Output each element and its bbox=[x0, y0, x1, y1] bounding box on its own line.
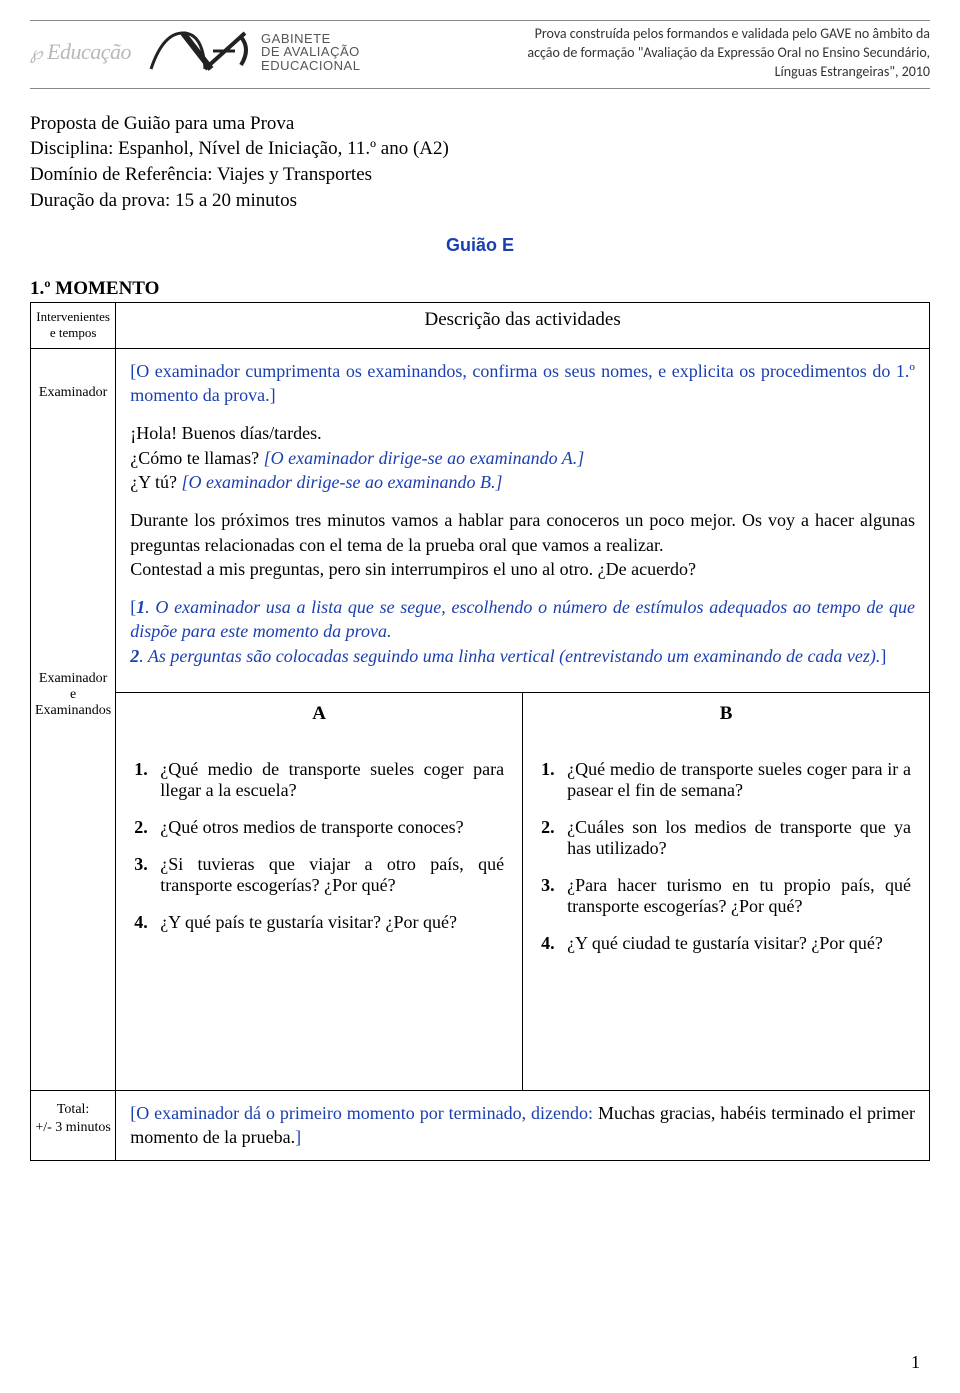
header-right-l3: Línguas Estrangeiras", 2010 bbox=[527, 63, 930, 82]
gave-line-3: EDUCACIONAL bbox=[261, 59, 360, 73]
meta-l3: Domínio de Referência: Viajes y Transpor… bbox=[30, 162, 930, 188]
qb-3: ¿Para hacer turismo en tu propio país, q… bbox=[567, 875, 911, 917]
contestad: Contestad a mis preguntas, pero sin inte… bbox=[130, 557, 915, 581]
list-item: 1.¿Qué medio de transporte sueles coger … bbox=[134, 759, 504, 801]
closing-desc: [O examinador dá o primeiro momento por … bbox=[116, 1091, 930, 1161]
hola: ¡Hola! Buenos días/tardes. bbox=[130, 421, 915, 445]
meta-l4: Duração da prova: 15 a 20 minutos bbox=[30, 188, 930, 214]
closing-bracket: ] bbox=[295, 1127, 301, 1147]
intro-open: [O examinador cumprimenta os examinandos… bbox=[130, 361, 915, 405]
logos: ℘ Educação GABINETE DE AVALIAÇÃO EDUCACI… bbox=[30, 25, 360, 79]
meta-l2: Disciplina: Espanhol, Nível de Iniciação… bbox=[30, 136, 930, 162]
closing-pre: [O examinador dá o primeiro momento por … bbox=[130, 1103, 593, 1123]
qb-list: 1.¿Qué medio de transporte sueles coger … bbox=[541, 759, 911, 954]
qb-4: ¿Y qué ciudad te gustaría visitar? ¿Por … bbox=[567, 933, 911, 954]
gave-text: GABINETE DE AVALIAÇÃO EDUCACIONAL bbox=[261, 32, 360, 73]
ytu-row: ¿Y tú? [O examinador dirige-se ao examin… bbox=[130, 470, 915, 494]
total-time: +/- 3 minutos bbox=[35, 1119, 111, 1137]
gave-line-1: GABINETE bbox=[261, 32, 360, 46]
como-dir: [O examinador dirige-se ao examinando A.… bbox=[264, 448, 585, 468]
examinador-label: Examinador bbox=[35, 385, 111, 401]
qb-1: ¿Qué medio de transporte sueles coger pa… bbox=[567, 759, 911, 801]
table-head-row: Intervenientes e tempos Descrição das ac… bbox=[31, 303, 930, 349]
me-logo-text: Educação bbox=[47, 39, 131, 64]
intro-left: Examinador Examinador e Examinandos bbox=[31, 348, 116, 753]
momento-label: 1.º MOMENTO bbox=[30, 278, 930, 300]
col-b-head: B bbox=[523, 693, 930, 754]
col-a-head: A bbox=[116, 693, 523, 754]
inst1: . O examinador usa a lista que se segue,… bbox=[145, 597, 860, 617]
list-item: 4.¿Y qué ciudad te gustaría visitar? ¿Po… bbox=[541, 933, 911, 954]
left-head: Intervenientes e tempos bbox=[31, 303, 116, 349]
meta-block: Proposta de Guião para uma Prova Discipl… bbox=[30, 111, 930, 214]
list-item: 3.¿Para hacer turismo en tu propio país,… bbox=[541, 875, 911, 917]
top-rule bbox=[30, 20, 930, 21]
inst2: . As perguntas são colocadas seguindo um… bbox=[139, 646, 880, 666]
header-right-l1: Prova construída pelos formandos e valid… bbox=[527, 25, 930, 44]
left-head-l1: Intervenientes bbox=[35, 309, 111, 325]
list-item: 2.¿Qué otros medios de transporte conoce… bbox=[134, 817, 504, 838]
como: ¿Cómo te llamas? bbox=[130, 448, 263, 468]
ab-left-spacer bbox=[31, 753, 116, 1091]
me-logo: ℘ Educação bbox=[30, 39, 131, 65]
list-item: 4.¿Y qué país te gustaría visitar? ¿Por … bbox=[134, 912, 504, 933]
guiao-title: Guião E bbox=[30, 235, 930, 256]
ab-head-row: A B bbox=[31, 693, 930, 754]
total-label: Total: bbox=[35, 1101, 111, 1119]
inst-close: ] bbox=[880, 646, 886, 666]
gave-line-2: DE AVALIAÇÃO bbox=[261, 45, 360, 59]
ytu-dir: [O examinador dirige-se ao examinando B.… bbox=[182, 472, 503, 492]
como-row: ¿Cómo te llamas? [O examinador dirige-se… bbox=[130, 446, 915, 470]
intro-row: Examinador Examinador e Examinandos [O e… bbox=[31, 348, 930, 692]
header-right-l2: acção de formação "Avaliação da Expressã… bbox=[527, 44, 930, 63]
qa-3: ¿Si tuvieras que viajar a otro país, qué… bbox=[160, 854, 504, 896]
intro-desc: [O examinador cumprimenta os examinandos… bbox=[116, 348, 930, 692]
header-band: ℘ Educação GABINETE DE AVALIAÇÃO EDUCACI… bbox=[30, 25, 930, 89]
desc-head: Descrição das actividades bbox=[116, 303, 930, 349]
page-number: 1 bbox=[911, 1352, 920, 1373]
inst2-num: 2 bbox=[130, 646, 139, 666]
activity-table: Intervenientes e tempos Descrição das ac… bbox=[30, 302, 930, 1160]
list-item: 1.¿Qué medio de transporte sueles coger … bbox=[541, 759, 911, 801]
total-cell: Total: +/- 3 minutos bbox=[31, 1091, 116, 1161]
ab-body-row: 1.¿Qué medio de transporte sueles coger … bbox=[31, 753, 930, 1091]
qb-2: ¿Cuáles son los medios de transporte que… bbox=[567, 817, 911, 859]
inst1-num: 1 bbox=[136, 597, 145, 617]
qa-1: ¿Qué medio de transporte sueles coger pa… bbox=[160, 759, 504, 801]
ex-ex-label: Examinador e Examinandos bbox=[35, 671, 111, 719]
header-right: Prova construída pelos formandos e valid… bbox=[527, 25, 930, 82]
col-a-body: 1.¿Qué medio de transporte sueles coger … bbox=[116, 753, 523, 1091]
qa-2: ¿Qué otros medios de transporte conoces? bbox=[160, 817, 504, 838]
qa-4: ¿Y qué país te gustaría visitar? ¿Por qu… bbox=[160, 912, 504, 933]
qa-list: 1.¿Qué medio de transporte sueles coger … bbox=[134, 759, 504, 933]
list-item: 3.¿Si tuvieras que viajar a otro país, q… bbox=[134, 854, 504, 896]
col-b-body: 1.¿Qué medio de transporte sueles coger … bbox=[523, 753, 930, 1091]
instructions: [1. O examinador usa a lista que se segu… bbox=[130, 595, 915, 668]
closing-row: Total: +/- 3 minutos [O examinador dá o … bbox=[31, 1091, 930, 1161]
gave-logo: GABINETE DE AVALIAÇÃO EDUCACIONAL bbox=[143, 25, 360, 79]
gave-mark bbox=[143, 25, 253, 79]
meta-l1: Proposta de Guião para uma Prova bbox=[30, 111, 930, 137]
list-item: 2.¿Cuáles son los medios de transporte q… bbox=[541, 817, 911, 859]
left-head-l2: e tempos bbox=[35, 325, 111, 341]
durante: Durante los próximos tres minutos vamos … bbox=[130, 508, 915, 557]
ytu: ¿Y tú? bbox=[130, 472, 181, 492]
